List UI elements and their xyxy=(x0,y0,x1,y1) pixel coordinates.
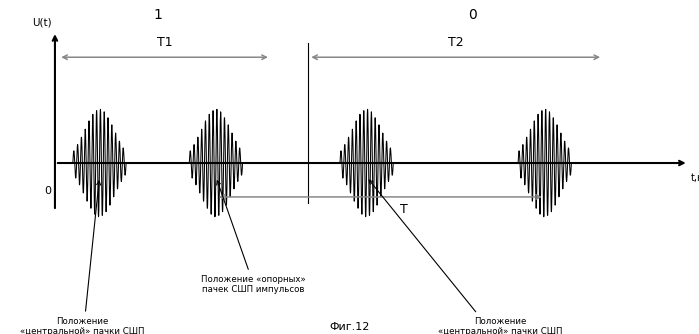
Text: T1: T1 xyxy=(157,36,173,49)
Text: Положение
«центральной» пачки СШП
импульсов при
кодировании
логического нуля: Положение «центральной» пачки СШП импуль… xyxy=(369,180,563,334)
Text: t,нс: t,нс xyxy=(691,173,699,183)
Text: Фиг.12: Фиг.12 xyxy=(329,322,370,332)
Text: 0: 0 xyxy=(468,8,477,22)
Text: 1: 1 xyxy=(153,8,162,22)
Text: U(t): U(t) xyxy=(32,17,52,27)
Text: 0: 0 xyxy=(45,186,52,196)
Text: Положение «опорных»
пачек СШП импульсов: Положение «опорных» пачек СШП импульсов xyxy=(201,181,306,294)
Text: Положение
«центральной» пачки СШП
импульсов при
кодировании
логической единицы: Положение «центральной» пачки СШП импуль… xyxy=(20,181,145,334)
Text: T2: T2 xyxy=(448,36,463,49)
Text: T: T xyxy=(401,203,408,216)
